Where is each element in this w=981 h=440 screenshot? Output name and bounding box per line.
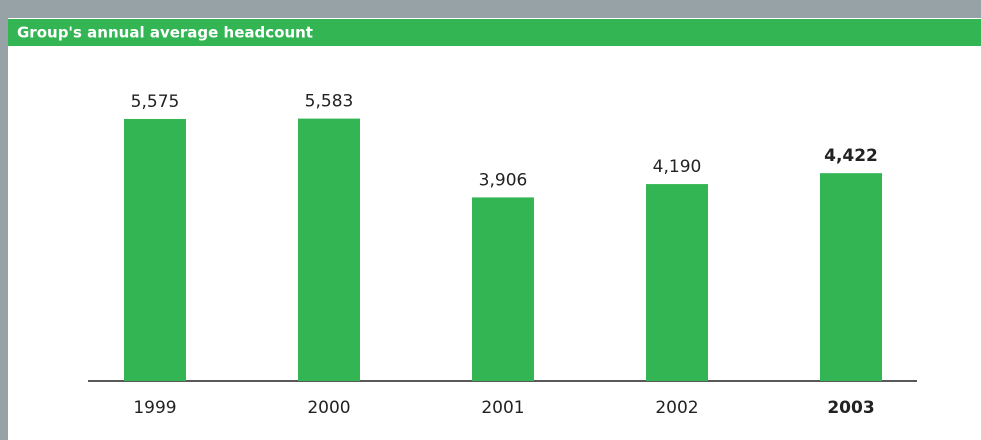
x-tick-label: 2002: [655, 398, 698, 418]
value-label: 5,583: [305, 92, 354, 112]
bar: [820, 173, 882, 381]
bar: [646, 184, 708, 381]
header-bar: [8, 19, 981, 46]
bar: [472, 197, 534, 381]
x-tick-label: 2003: [827, 398, 874, 418]
value-label: 3,906: [479, 170, 528, 190]
x-tick-label: 2000: [307, 398, 350, 418]
x-tick-label: 1999: [133, 398, 176, 418]
bar: [298, 118, 360, 381]
value-label: 4,190: [653, 157, 702, 177]
value-label: 4,422: [824, 146, 878, 166]
bar: [124, 118, 186, 381]
x-tick-label: 2001: [481, 398, 524, 418]
chart-title: Group's annual average headcount: [17, 24, 313, 42]
value-label: 5,575: [131, 92, 180, 112]
